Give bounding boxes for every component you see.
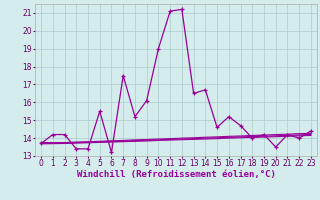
X-axis label: Windchill (Refroidissement éolien,°C): Windchill (Refroidissement éolien,°C) [76, 170, 276, 179]
